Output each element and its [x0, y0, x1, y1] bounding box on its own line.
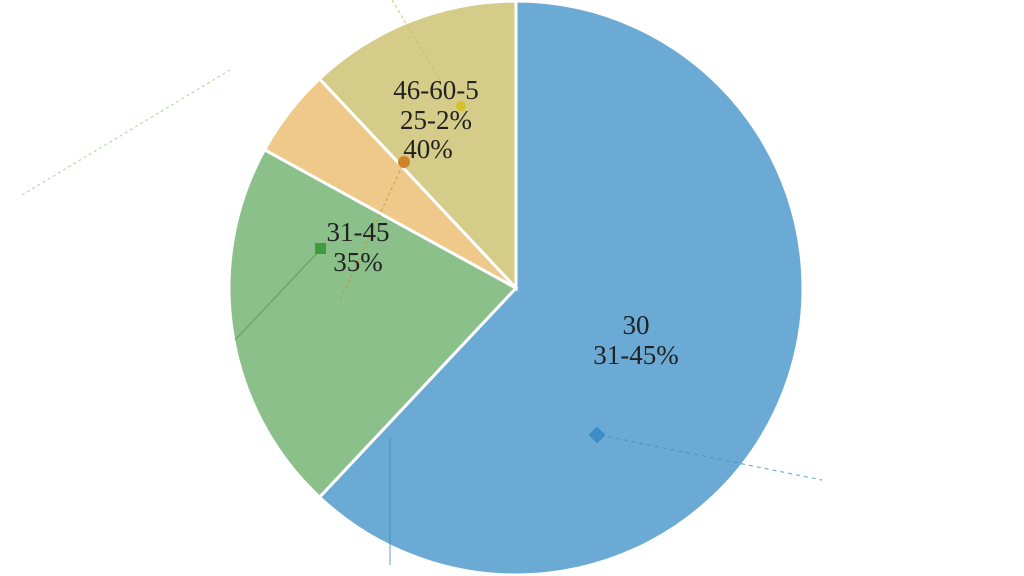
- leader-lines: [21, 0, 823, 565]
- slice-label: 31-45%: [593, 340, 678, 370]
- marker: [315, 243, 326, 254]
- slice-label: 46-60-5: [393, 75, 478, 105]
- pie-slice: [317, 0, 805, 576]
- pie-slice: [317, 0, 518, 292]
- leader-line: [599, 434, 823, 481]
- pie: [227, 0, 805, 576]
- slice-label: 35%: [333, 247, 383, 277]
- slice-label: 30: [623, 310, 650, 340]
- leader-line: [21, 69, 231, 196]
- slice-label: 31-45: [327, 217, 390, 247]
- leader-line: [339, 159, 406, 301]
- slice-label: 40%: [403, 134, 453, 164]
- marker: [456, 101, 466, 111]
- pie-slice: [227, 147, 519, 500]
- marker: [398, 156, 410, 168]
- marker: [588, 426, 606, 444]
- leader-line: [234, 249, 321, 341]
- slice-label: 25-2%: [400, 105, 472, 135]
